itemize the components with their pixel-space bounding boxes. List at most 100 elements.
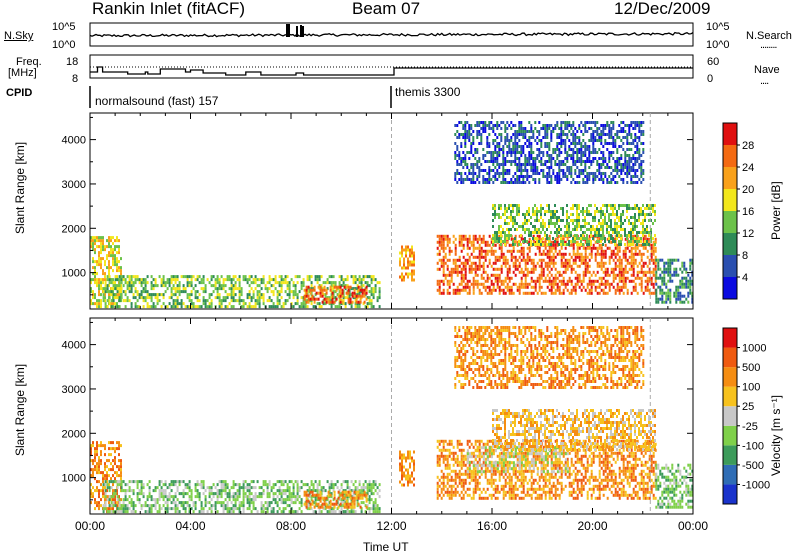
data-cell (524, 163, 527, 166)
data-cell (196, 299, 199, 303)
data-cell (562, 160, 565, 163)
data-cell (436, 252, 439, 256)
data-cell (600, 151, 603, 154)
data-cell (540, 151, 543, 154)
data-cell (224, 305, 227, 309)
data-cell (454, 261, 457, 265)
data-cell (284, 290, 287, 294)
data-cell (522, 258, 525, 262)
data-cell (122, 480, 125, 484)
data-cell (691, 297, 694, 301)
data-cell (170, 278, 173, 282)
data-cell (548, 124, 551, 127)
nsky-tick-top: 10^5 (52, 21, 76, 33)
data-cell (468, 157, 471, 160)
data-cell (112, 302, 114, 306)
data-cell (594, 288, 597, 292)
data-cell (454, 270, 457, 274)
data-cell (620, 216, 622, 219)
data-cell (500, 127, 503, 130)
data-cell (102, 296, 105, 300)
data-cell (92, 468, 94, 472)
data-cell (624, 279, 627, 283)
data-cell (632, 169, 635, 172)
data-cell (679, 294, 682, 298)
data-cell (530, 175, 533, 178)
data-cell (638, 154, 641, 157)
data-cell (512, 133, 515, 136)
data-cell (94, 459, 96, 463)
data-cell (622, 252, 625, 256)
data-cell (514, 240, 517, 244)
data-cell (518, 121, 521, 124)
data-cell (512, 181, 515, 184)
data-cell (610, 219, 612, 222)
data-cell (456, 288, 459, 292)
data-cell (318, 278, 321, 282)
data-cell (272, 284, 275, 288)
data-cell (556, 154, 559, 157)
data-cell (596, 246, 599, 250)
data-cell (612, 258, 615, 262)
data-cell (128, 278, 131, 282)
data-cell (342, 278, 345, 282)
data-cell (618, 243, 620, 246)
data-cell (468, 127, 471, 130)
data-cell (508, 264, 511, 268)
data-cell (462, 288, 465, 292)
data-cell (534, 231, 536, 234)
data-cell (470, 243, 473, 247)
data-cell (654, 246, 657, 250)
data-cell (552, 264, 555, 268)
data-cell (490, 291, 493, 295)
data-cell (588, 210, 590, 213)
data-cell (588, 279, 591, 283)
data-cell (526, 210, 528, 213)
data-cell (650, 219, 652, 222)
data-cell (498, 148, 501, 151)
data-cell (526, 178, 529, 181)
data-cell (510, 178, 513, 181)
data-cell (524, 127, 527, 130)
data-cell (110, 507, 112, 511)
data-cell (576, 279, 579, 283)
data-cell (194, 507, 197, 511)
data-cell (484, 258, 487, 262)
data-cell (176, 504, 179, 508)
data-cell (650, 213, 652, 216)
data-cell (476, 175, 479, 178)
data-cell (188, 507, 191, 511)
data-cell (494, 166, 497, 169)
data-cell (252, 281, 255, 285)
data-cell (568, 225, 570, 228)
data-cell (594, 213, 596, 216)
data-cell (620, 145, 623, 148)
data-cell (442, 267, 445, 271)
data-cell (588, 243, 590, 246)
data-cell (290, 305, 293, 309)
data-cell (556, 252, 559, 256)
data-cell (288, 287, 291, 291)
data-cell (514, 282, 517, 286)
data-cell (472, 139, 475, 142)
data-cell (116, 302, 118, 306)
data-cell (466, 246, 469, 250)
data-cell (110, 248, 112, 252)
data-cell (634, 243, 637, 247)
data-cell (624, 151, 627, 154)
data-cell (166, 507, 169, 511)
data-cell (232, 293, 235, 297)
data-cell (608, 181, 611, 184)
data-cell (544, 142, 547, 145)
data-cell (436, 288, 439, 292)
data-cell (108, 245, 110, 249)
data-cell (118, 510, 121, 514)
data-cell (614, 166, 617, 169)
data-cell (98, 501, 100, 505)
data-cell (502, 151, 505, 154)
data-cell (488, 124, 491, 127)
data-cell (612, 121, 615, 124)
data-cell (632, 240, 635, 244)
data-cell (536, 207, 538, 210)
data-cell (502, 231, 504, 234)
